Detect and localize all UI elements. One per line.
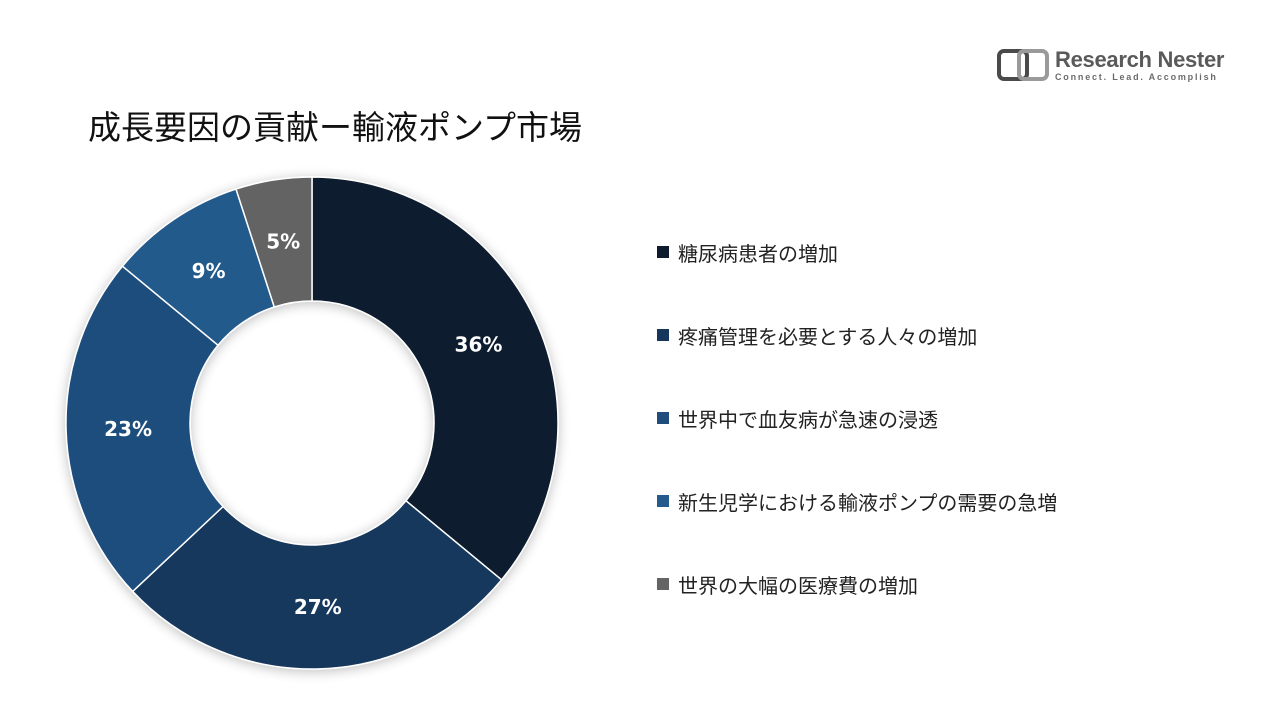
legend-label: 新生児学における輸液ポンプの需要の急増 (678, 490, 1058, 515)
donut-slice-1 (311, 176, 559, 581)
donut-slice-3 (65, 265, 225, 593)
donut-data-label-5: 5% (266, 229, 300, 253)
legend-label: 世界中で血友病が急速の浸透 (678, 407, 938, 432)
donut-data-label-2: 27% (294, 595, 342, 619)
legend-item-4: 新生児学における輸液ポンプの需要の急増 (657, 479, 1257, 523)
chart-legend: 糖尿病患者の増加疼痛管理を必要とする人々の増加 世界中で血友病が急速の浸透新生児学… (657, 230, 1257, 645)
logo-tagline: Connect. Lead. Accomplish (1055, 71, 1218, 82)
research-nester-logo: Research Nester Connect. Lead. Accomplis… (997, 45, 1227, 85)
donut-chart: 36% 27% 23% 9% 5% (65, 176, 559, 670)
legend-swatch (657, 329, 669, 341)
donut-data-label-4: 9% (192, 259, 226, 283)
legend-item-3: 世界中で血友病が急速の浸透 (657, 396, 1257, 440)
donut-data-label-3: 23% (104, 417, 152, 441)
donut-data-label-1: 36% (455, 333, 503, 357)
legend-swatch (657, 246, 669, 258)
legend-label: 世界の大幅の医療費の増加 (678, 573, 918, 598)
legend-item-1: 糖尿病患者の増加 (657, 230, 1257, 274)
donut-slice-5 (235, 176, 313, 308)
legend-label: 糖尿病患者の増加 (678, 241, 838, 266)
donut-slice-2 (131, 499, 503, 670)
logo-name: Research Nester (1055, 46, 1225, 72)
legend-swatch (657, 495, 669, 507)
legend-swatch (657, 578, 669, 590)
logo-text: Research Nester Connect. Lead. Accomplis… (1055, 46, 1225, 82)
legend-label: 疼痛管理を必要とする人々の増加 (678, 324, 978, 349)
logo-mark-icon (997, 49, 1049, 81)
legend-item-2: 疼痛管理を必要とする人々の増加 (657, 313, 1257, 357)
legend-item-5: 世界の大幅の医療費の増加 (657, 562, 1257, 606)
legend-swatch (657, 412, 669, 424)
chart-title: 成長要因の貢献ー輸液ポンプ市場 (88, 108, 583, 147)
